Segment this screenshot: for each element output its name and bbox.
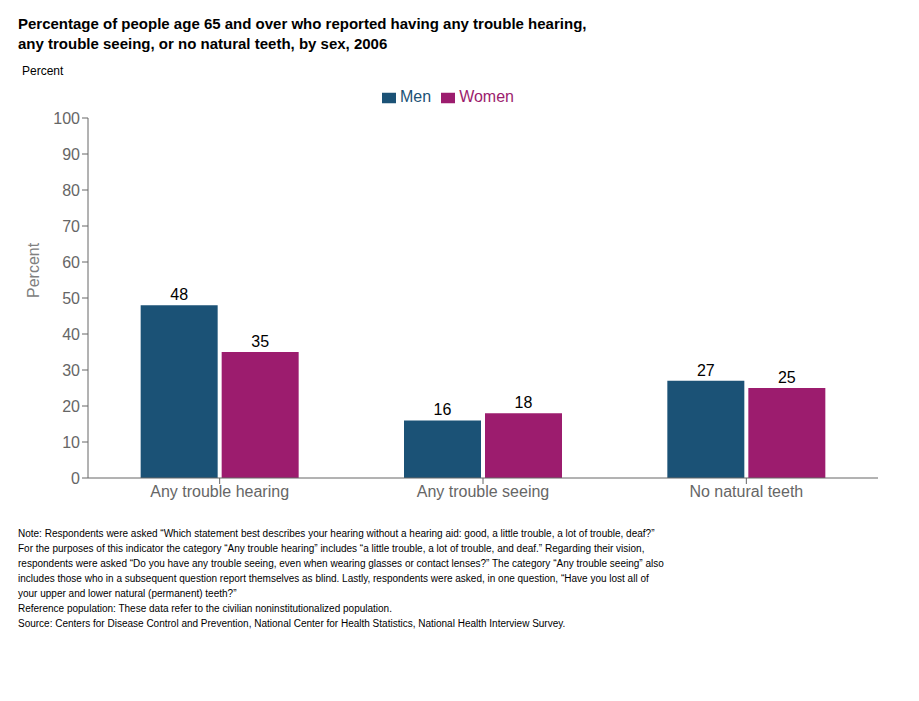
svg-text:Percent: Percent (25, 242, 42, 298)
html-text:Source: Centers for Disease Co: Source: Centers for Disease Control and … (18, 618, 566, 629)
svg-text:90: 90 (62, 146, 80, 163)
svg-text:0: 0 (71, 470, 80, 487)
svg-text:60: 60 (62, 254, 80, 271)
svg-text:Any trouble seeing: Any trouble seeing (417, 483, 550, 500)
html-text:Men: Men (400, 88, 432, 105)
html-text:includes those who in a subseq: includes those who in a subsequent quest… (18, 573, 649, 584)
svg-text:100: 100 (53, 110, 80, 127)
svg-text:80: 80 (62, 182, 80, 199)
svg-text:48: 48 (170, 286, 188, 303)
html-text:Women: Women (459, 88, 514, 105)
svg-text:No natural teeth: No natural teeth (689, 483, 803, 500)
svg-text:27: 27 (697, 362, 715, 379)
html-text:Percentage of people age 65 an: Percentage of people age 65 and over who… (18, 15, 587, 52)
html-text:For the purposes of this indic: For the purposes of this indicator the c… (18, 543, 645, 554)
svg-text:35: 35 (251, 333, 269, 350)
svg-text:70: 70 (62, 218, 80, 235)
svg-text:40: 40 (62, 326, 80, 343)
html-text:Percent: Percent (22, 64, 64, 78)
svg-text:20: 20 (62, 398, 80, 415)
html-text:Reference population: These da: Reference population: These data refer t… (18, 603, 392, 614)
svg-text:10: 10 (62, 434, 80, 451)
html-text:respondents were asked “Do you: respondents were asked “Do you have any … (18, 558, 664, 569)
svg-text:25: 25 (778, 369, 796, 386)
svg-text:16: 16 (434, 401, 452, 418)
svg-text:18: 18 (515, 394, 533, 411)
svg-text:Any trouble hearing: Any trouble hearing (150, 483, 289, 500)
html-text:Note: Respondents were asked “: Note: Respondents were asked “Which stat… (18, 528, 655, 539)
html-text:your upper and lower natural (: your upper and lower natural (permanent)… (18, 588, 237, 599)
svg-text:30: 30 (62, 362, 80, 379)
svg-text:50: 50 (62, 290, 80, 307)
